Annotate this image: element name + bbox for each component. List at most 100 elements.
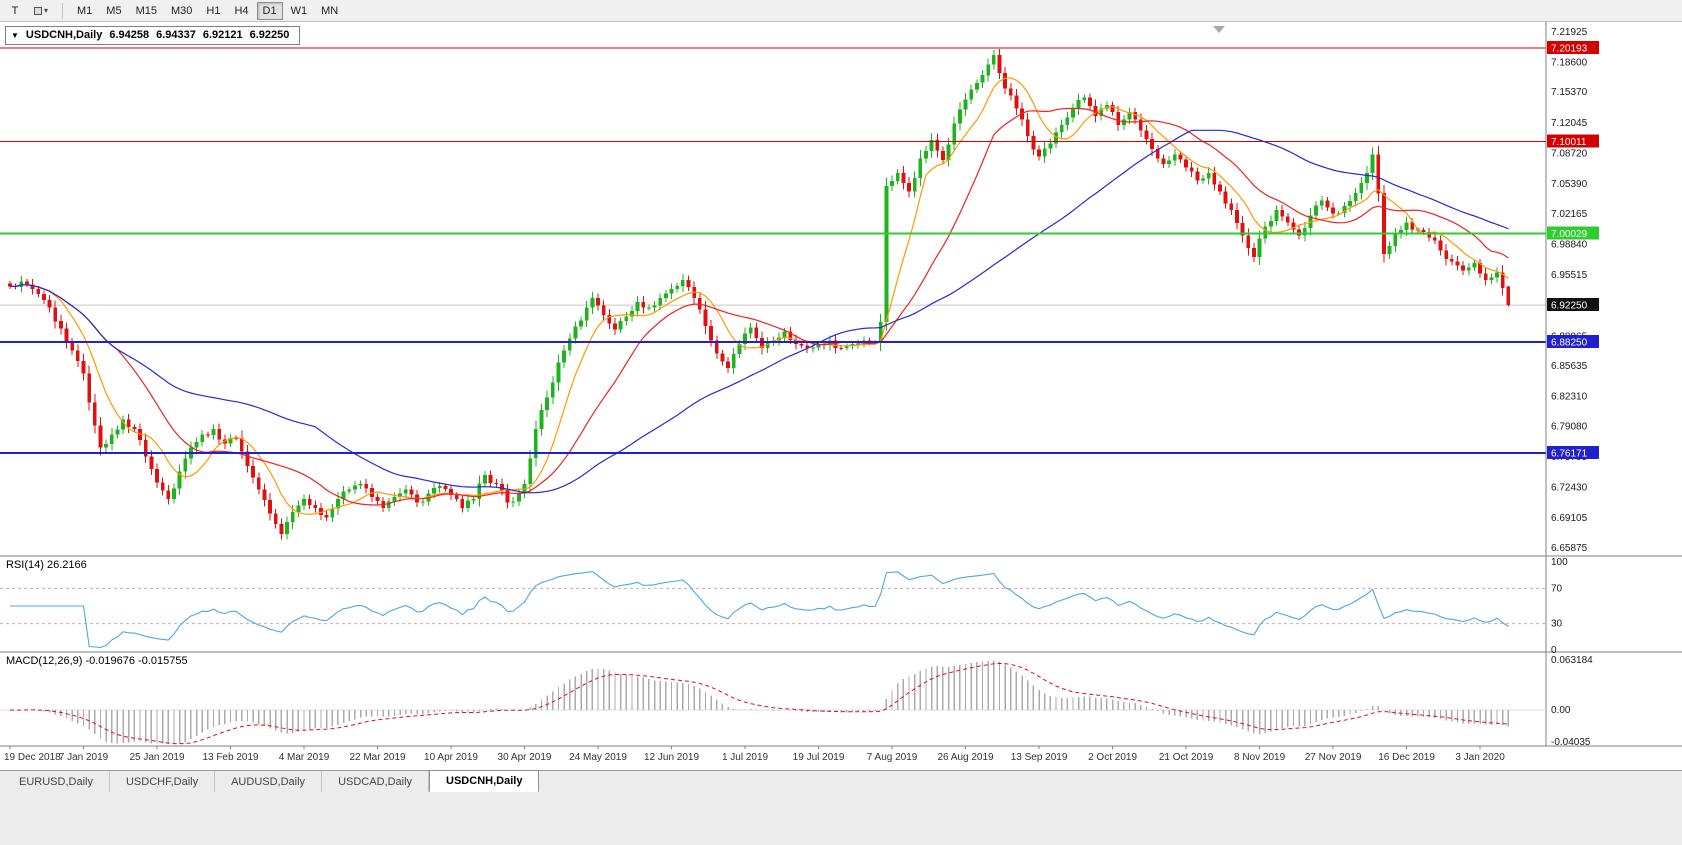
top-toolbar: T ▾ M1 M5 M15 M30 H1 H4 D1 W1 MN [0,0,1682,22]
bottom-area [0,792,1682,845]
timeframe-d1-button[interactable]: D1 [256,1,283,20]
timeframe-m1-button[interactable]: M1 [71,2,98,20]
macd-indicator-label: MACD(12,26,9) -0.019676 -0.015755 [6,655,188,667]
svg-text:30: 30 [1551,619,1563,630]
cursor-tool-icon [34,6,42,15]
svg-text:16 Dec 2019: 16 Dec 2019 [1378,752,1435,763]
svg-text:7.18600: 7.18600 [1551,58,1588,69]
svg-text:19 Dec 2018: 19 Dec 2018 [4,752,61,763]
svg-text:6.65875: 6.65875 [1551,543,1588,554]
tab-eurusd-daily[interactable]: EURUSD,Daily [3,771,110,792]
panel-dividers[interactable] [0,22,1682,747]
svg-text:6.92250: 6.92250 [1551,301,1588,312]
svg-text:7.21925: 7.21925 [1551,27,1588,38]
svg-text:6.79080: 6.79080 [1551,421,1588,432]
svg-text:6.95515: 6.95515 [1551,270,1588,281]
svg-text:10 Apr 2019: 10 Apr 2019 [424,752,478,763]
moving-averages [9,77,1509,516]
chart-shift-marker[interactable] [1213,26,1225,33]
timeframe-m5-button[interactable]: M5 [100,2,127,20]
toolbar-separator [62,2,64,19]
candlestick-series [8,48,1511,540]
svg-text:21 Oct 2019: 21 Oct 2019 [1159,752,1214,763]
svg-text:7.08720: 7.08720 [1551,148,1588,159]
collapse-caret-icon[interactable]: ▼ [11,30,19,40]
svg-text:7 Jan 2019: 7 Jan 2019 [59,752,109,763]
svg-text:12 Jun 2019: 12 Jun 2019 [644,752,699,763]
svg-text:70: 70 [1551,583,1563,594]
svg-text:22 Mar 2019: 22 Mar 2019 [349,752,406,763]
chart-canvas[interactable]: 7.21925 7.18600 7.15370 7.12045 7.08720 7.053… [0,22,1682,770]
svg-text:3 Jan 2020: 3 Jan 2020 [1455,752,1505,763]
rsi-panel [0,571,1546,648]
svg-text:8 Nov 2019: 8 Nov 2019 [1234,752,1286,763]
svg-text:6.98840: 6.98840 [1551,239,1588,250]
svg-text:7.02165: 7.02165 [1551,209,1588,220]
timeframe-h4-button[interactable]: H4 [228,2,254,20]
price-axis[interactable]: 7.21925 7.18600 7.15370 7.12045 7.08720 7.053… [1547,27,1599,748]
svg-text:6.72430: 6.72430 [1551,483,1588,494]
svg-text:0.063184: 0.063184 [1551,655,1593,666]
timeframe-m15-button[interactable]: M15 [130,2,163,20]
rsi-line [10,571,1509,648]
high-value: 6.94337 [156,29,196,41]
close-value: 6.92250 [249,29,290,41]
svg-text:6.76171: 6.76171 [1551,449,1588,460]
svg-text:6.85635: 6.85635 [1551,361,1588,372]
price-badge [1547,134,1599,148]
templates-icon: T [11,4,19,17]
price-badge [1547,446,1599,460]
svg-text:100: 100 [1551,557,1568,568]
timeframe-w1-button[interactable]: W1 [285,2,314,20]
svg-text:2 Oct 2019: 2 Oct 2019 [1088,752,1137,763]
svg-text:7.15370: 7.15370 [1551,87,1588,98]
ma-55-line [9,129,1509,494]
svg-text:6.82310: 6.82310 [1551,392,1588,403]
svg-text:0.00: 0.00 [1551,705,1571,716]
horizontal-levels [0,47,1546,455]
timeframe-mn-button[interactable]: MN [315,2,344,20]
tab-audusd-daily[interactable]: AUDUSD,Daily [215,771,323,792]
svg-text:13 Sep 2019: 13 Sep 2019 [1011,752,1068,763]
svg-text:7.00029: 7.00029 [1551,229,1588,240]
dropdown-arrow-icon: ▾ [44,6,49,15]
macd-signal-line [9,662,1509,745]
svg-text:13 Feb 2019: 13 Feb 2019 [202,752,259,763]
cursor-tools-button[interactable]: ▾ [28,2,54,20]
templates-button[interactable]: T [4,2,26,20]
price-badge [1547,298,1599,312]
svg-text:6.88250: 6.88250 [1551,337,1588,348]
svg-text:19 Jul 2019: 19 Jul 2019 [793,752,845,763]
open-value: 6.94258 [109,29,150,41]
svg-text:7.20193: 7.20193 [1551,43,1588,54]
ma-20-line [9,107,1509,506]
chart-window[interactable]: 7.21925 7.18600 7.15370 7.12045 7.08720 7.053… [0,22,1682,770]
timeframe-h1-button[interactable]: H1 [200,2,226,20]
svg-text:7.12045: 7.12045 [1551,118,1588,129]
svg-text:7.10011: 7.10011 [1551,137,1587,148]
svg-text:7.05390: 7.05390 [1551,179,1588,190]
svg-text:4 Mar 2019: 4 Mar 2019 [279,752,330,763]
macd-histogram [14,660,1510,744]
svg-text:24 May 2019: 24 May 2019 [569,752,627,763]
svg-text:27 Nov 2019: 27 Nov 2019 [1305,752,1362,763]
timeframe-m30-button[interactable]: M30 [165,2,198,20]
price-badge [1547,334,1599,348]
low-value: 6.92121 [202,29,243,41]
svg-text:25 Jan 2019: 25 Jan 2019 [129,752,184,763]
tab-usdcad-daily[interactable]: USDCAD,Daily [322,771,430,792]
svg-text:26 Aug 2019: 26 Aug 2019 [937,752,994,763]
chart-tabs-bar: EURUSD,Daily USDCHF,Daily AUDUSD,Daily U… [0,770,1682,792]
ma-8-line [9,77,1509,516]
symbol-title: USDCNH,Daily [25,29,103,41]
price-badge [1547,40,1599,54]
rsi-indicator-label: RSI(14) 26.2166 [6,559,87,571]
svg-text:1 Jul 2019: 1 Jul 2019 [722,752,769,763]
price-badge [1547,226,1599,240]
tab-usdcnh-daily[interactable]: USDCNH,Daily [429,770,540,792]
macd-panel [0,660,1546,745]
svg-text:7 Aug 2019: 7 Aug 2019 [867,752,918,763]
tab-usdchf-daily[interactable]: USDCHF,Daily [110,771,216,792]
